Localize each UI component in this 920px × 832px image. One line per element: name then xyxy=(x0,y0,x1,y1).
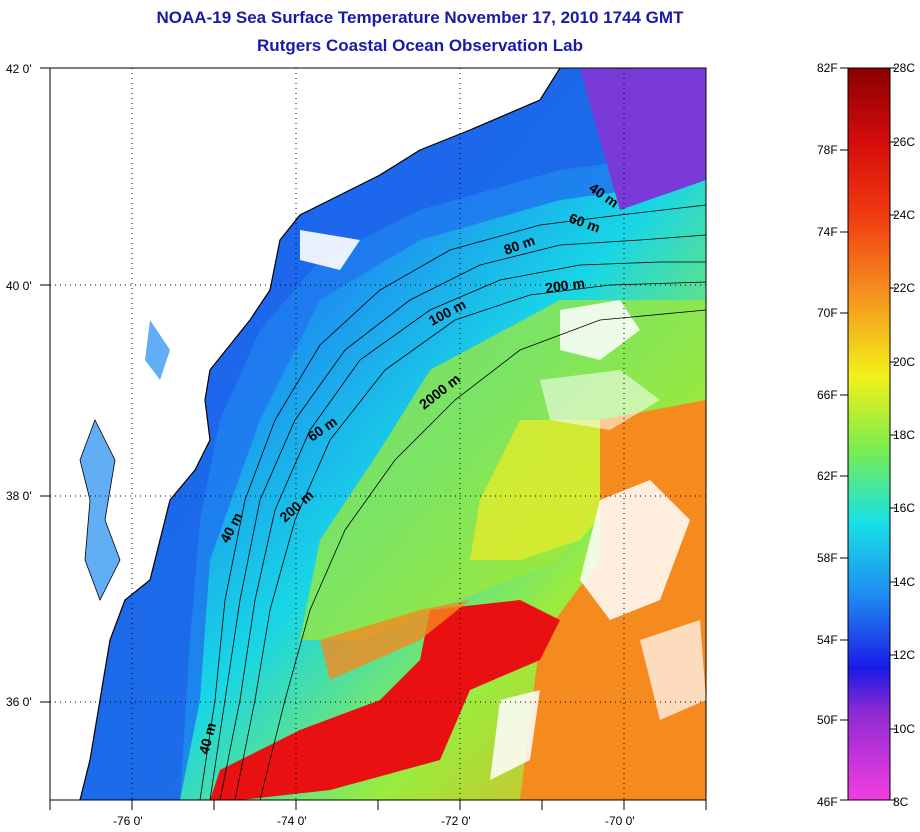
colorbar-c-22: 22C xyxy=(893,281,916,295)
map-title: NOAA-19 Sea Surface Temperature November… xyxy=(156,8,684,27)
colorbar-f-66: 66F xyxy=(817,388,838,402)
lon-label-70: -70 0' xyxy=(605,814,635,828)
colorbar xyxy=(847,67,891,801)
lat-label-36: 36 0' xyxy=(6,695,32,709)
colorbar-c-26: 26C xyxy=(893,135,916,149)
contour-label-40m-south: 40 m xyxy=(195,721,219,756)
colorbar-c-8: 8C xyxy=(893,795,909,809)
map-grid xyxy=(50,68,706,800)
sst-image xyxy=(50,68,706,800)
colorbar-c-16: 16C xyxy=(893,501,916,515)
colorbar-f-54: 54F xyxy=(817,633,838,647)
contour-label-200m-ne: 200 m xyxy=(544,275,586,296)
colorbar-c-28: 28C xyxy=(893,61,916,75)
lon-label-72: -72 0' xyxy=(441,814,471,828)
lat-label-40: 40 0' xyxy=(6,279,32,293)
colorbar-c-14: 14C xyxy=(893,575,916,589)
colorbar-f-46: 46F xyxy=(817,795,838,809)
colorbar-c-10: 10C xyxy=(893,722,916,736)
colorbar-f-58: 58F xyxy=(817,551,838,565)
colorbar-c-24: 24C xyxy=(893,208,916,222)
colorbar-f-50: 50F xyxy=(817,713,838,727)
colorbar-c-20: 20C xyxy=(893,355,916,369)
colorbar-f-62: 62F xyxy=(817,469,838,483)
lat-label-38: 38 0' xyxy=(6,489,32,503)
lon-label-74: -74 0' xyxy=(277,814,307,828)
map-subtitle: Rutgers Coastal Ocean Observation Lab xyxy=(257,36,583,55)
colorbar-f-78: 78F xyxy=(817,143,838,157)
colorbar-c-12: 12C xyxy=(893,648,916,662)
bathymetry-contours xyxy=(199,204,706,800)
colorbar-f-74: 74F xyxy=(817,225,838,239)
colorbar-c-18: 18C xyxy=(893,428,916,442)
lat-label-42: 42 0' xyxy=(6,62,32,76)
colorbar-f-70: 70F xyxy=(817,306,838,320)
lon-label-76: -76 0' xyxy=(113,814,143,828)
colorbar-f-82: 82F xyxy=(817,61,838,75)
